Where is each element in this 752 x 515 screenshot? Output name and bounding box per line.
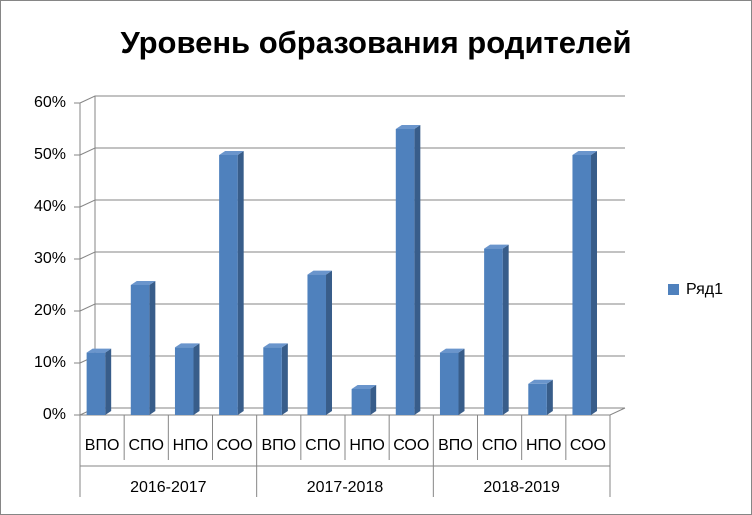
bar bbox=[484, 248, 503, 415]
x-tick-label: СПО bbox=[482, 437, 518, 454]
bar bbox=[528, 383, 547, 415]
y-tick-label: 30% bbox=[34, 250, 66, 267]
y-tick-label: 40% bbox=[34, 198, 66, 215]
bar-top bbox=[528, 379, 553, 384]
legend-label: Ряд1 bbox=[686, 281, 723, 298]
bar bbox=[307, 274, 327, 415]
grid-line bbox=[79, 147, 625, 156]
x-tick-label: СОО bbox=[393, 437, 429, 454]
chart-title: Уровень образования родителей bbox=[120, 25, 631, 60]
bar-top bbox=[351, 385, 377, 389]
x-tick-label: ВПО bbox=[85, 437, 120, 454]
bar-side bbox=[591, 151, 598, 415]
bar-top bbox=[263, 343, 288, 348]
x-tick-label: СПО bbox=[129, 437, 165, 454]
y-tick-label: 60% bbox=[34, 94, 66, 111]
y-tick-label: 0% bbox=[43, 406, 66, 423]
bar-side bbox=[281, 343, 288, 415]
bar-top bbox=[307, 270, 333, 275]
bar bbox=[439, 352, 459, 415]
grid-line bbox=[79, 303, 625, 312]
bar-top bbox=[130, 281, 156, 285]
bar-side bbox=[105, 348, 112, 415]
x-tick-label: СПО bbox=[305, 437, 341, 454]
bar bbox=[395, 129, 415, 415]
bar-side bbox=[546, 379, 553, 415]
y-tick-label: 20% bbox=[34, 302, 66, 319]
bar-top bbox=[174, 343, 200, 348]
grid-line bbox=[79, 251, 625, 260]
bar bbox=[219, 155, 238, 415]
x-tick-label: СОО bbox=[217, 437, 253, 454]
bar bbox=[130, 285, 150, 415]
bar-side bbox=[414, 125, 421, 415]
bar-side bbox=[458, 348, 465, 415]
x-tick-label: НПО bbox=[349, 437, 385, 454]
bar bbox=[572, 155, 592, 415]
bar-top bbox=[395, 125, 421, 129]
bar-side bbox=[370, 385, 377, 415]
grid-line bbox=[79, 95, 625, 104]
x-tick-label: ВПО bbox=[261, 437, 296, 454]
group-label: 2016-2017 bbox=[130, 479, 207, 496]
bar-side bbox=[237, 151, 244, 415]
bar-side bbox=[149, 281, 156, 415]
bar bbox=[86, 352, 106, 415]
bar-side bbox=[326, 270, 333, 415]
y-tick-label: 50% bbox=[34, 146, 66, 163]
x-tick-label: НПО bbox=[173, 437, 209, 454]
grid-line bbox=[79, 199, 625, 208]
bar bbox=[351, 389, 371, 415]
bar-top bbox=[572, 151, 598, 155]
bar-top bbox=[219, 151, 244, 155]
bar-side bbox=[502, 244, 509, 415]
y-tick-label: 10% bbox=[34, 354, 66, 371]
bar-top bbox=[86, 348, 112, 353]
bar-top bbox=[439, 348, 465, 353]
bar-side bbox=[193, 343, 200, 415]
x-tick-label: СОО bbox=[570, 437, 606, 454]
x-tick-label: НПО bbox=[526, 437, 562, 454]
group-label: 2018-2019 bbox=[483, 479, 560, 496]
legend-swatch bbox=[668, 284, 679, 295]
bar bbox=[263, 347, 282, 415]
x-tick-label: ВПО bbox=[438, 437, 473, 454]
group-label: 2017-2018 bbox=[307, 479, 384, 496]
bar bbox=[174, 347, 194, 415]
bar-top bbox=[484, 244, 509, 249]
